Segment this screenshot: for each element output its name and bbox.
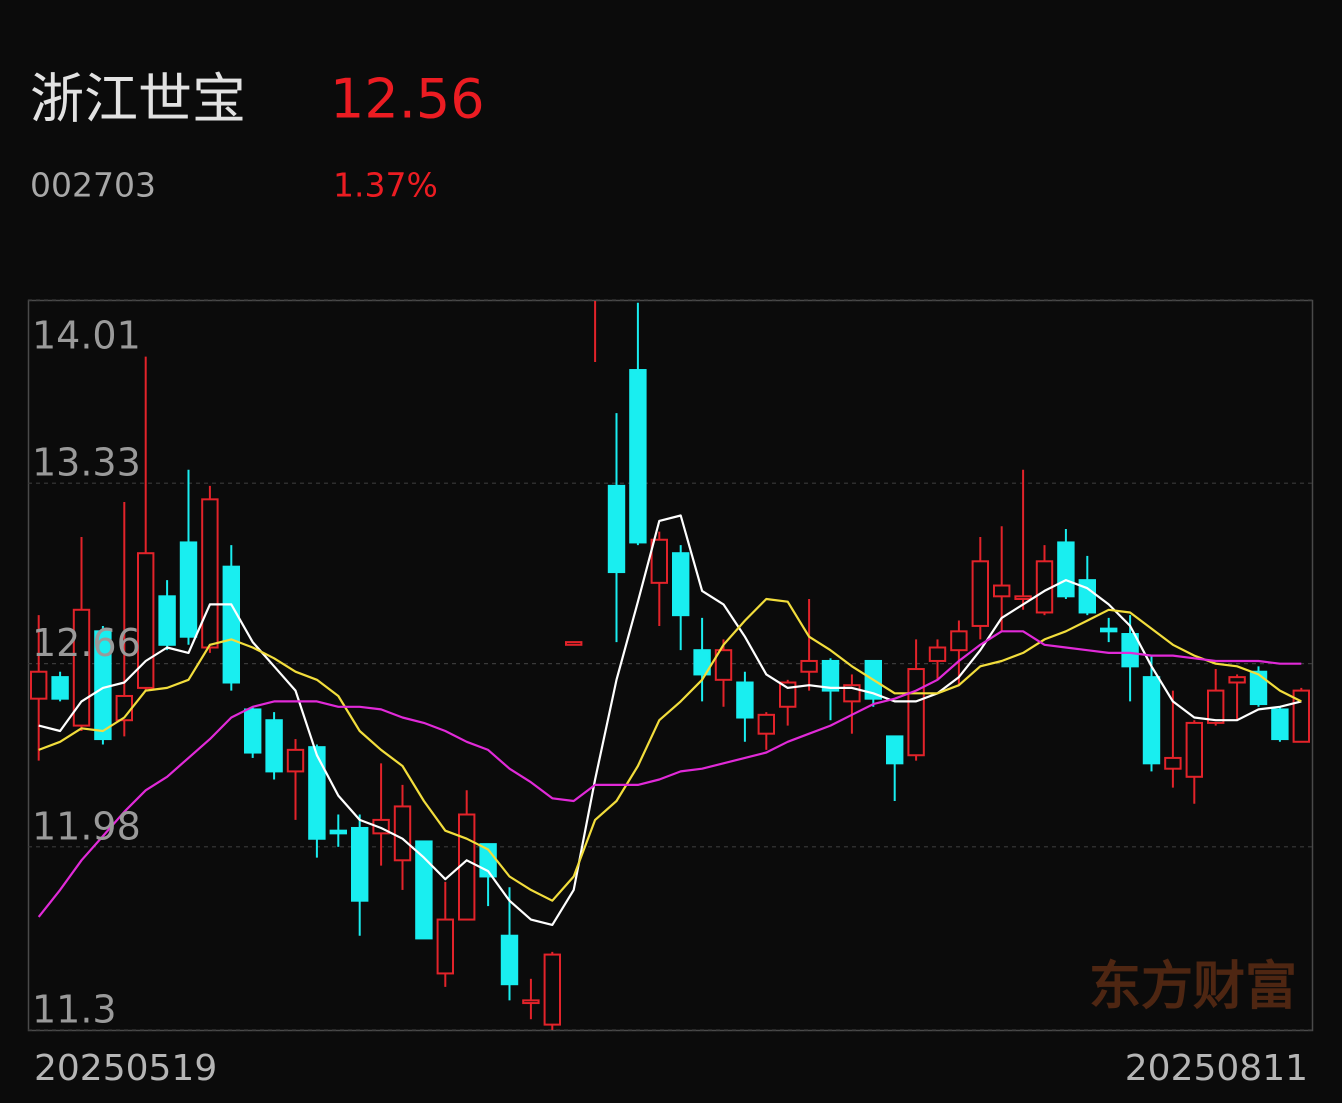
candle-body — [1185, 721, 1204, 778]
candle-body — [201, 498, 219, 649]
moving-average-line — [38, 514, 1302, 926]
candle-body — [693, 649, 711, 676]
y-tick-label: 12.66 — [32, 621, 141, 665]
candle-body — [179, 541, 198, 638]
candle-body — [136, 552, 155, 689]
candle-body — [1164, 756, 1182, 770]
candle-body — [950, 630, 968, 652]
candle-body — [265, 719, 283, 773]
candle-body — [928, 646, 947, 662]
candle-body — [1271, 708, 1289, 741]
candle-body — [587, 262, 602, 289]
candle-body — [393, 805, 412, 862]
labels: 14.01 13.33 12.66 11.98 11.3 20250519 20250811 — [32, 314, 1308, 1090]
candle-body — [543, 953, 562, 1026]
candle-body — [1142, 676, 1161, 765]
candle-body — [1014, 595, 1032, 601]
y-tick-label: 11.98 — [32, 804, 141, 848]
plot — [29, 262, 1311, 1030]
y-tick-label: 11.3 — [32, 988, 117, 1032]
stock-price: 12.56 — [330, 68, 485, 131]
candle-body — [907, 668, 925, 757]
candle-body — [885, 735, 904, 765]
candle-body — [222, 565, 241, 684]
candle-body — [436, 918, 455, 975]
moving-average-line — [38, 597, 1302, 902]
y-tick-label: 13.33 — [32, 441, 141, 485]
candle-body — [158, 595, 176, 646]
candle-body — [564, 641, 583, 646]
candle-body — [714, 649, 733, 681]
grid — [28, 299, 1312, 1031]
candle-body — [607, 484, 626, 574]
stock-code: 002703 — [30, 166, 156, 205]
plot-frame — [27, 299, 1314, 1032]
candle-body — [500, 934, 519, 986]
moving-average-line — [37, 630, 1302, 918]
candle-body — [329, 829, 348, 835]
candle-body — [1078, 579, 1097, 614]
x-tick-label: 20250811 — [1125, 1048, 1308, 1089]
candle-body — [971, 560, 990, 627]
candle-body — [1206, 689, 1225, 724]
candle-body — [350, 826, 369, 902]
candle-body — [72, 608, 91, 727]
watermark: 东方财富 — [1089, 957, 1297, 1017]
candle-body — [1057, 541, 1075, 598]
candle-body — [457, 813, 476, 921]
candle-body — [1249, 670, 1268, 706]
candle-body — [1228, 676, 1246, 684]
candle-body — [992, 584, 1011, 598]
candle-body — [522, 999, 540, 1005]
candle-body — [821, 659, 840, 692]
candle-body — [1035, 560, 1054, 614]
candle-body — [51, 676, 69, 700]
candle-body — [308, 746, 326, 840]
candle-body — [29, 670, 48, 700]
candle-body — [1099, 627, 1118, 633]
candle-body — [415, 840, 433, 940]
candle-body — [286, 748, 305, 773]
candle-body — [243, 708, 262, 754]
stock-name: 浙江世宝 — [30, 68, 246, 131]
candle-body — [1121, 633, 1139, 668]
candle-body — [650, 538, 669, 584]
candle-body — [757, 713, 776, 735]
y-tick-label: 14.01 — [32, 314, 141, 358]
candle-body — [778, 681, 797, 708]
candle-body — [629, 369, 647, 544]
candle-body — [800, 659, 818, 673]
price-change: 1.37% — [333, 166, 438, 205]
x-tick-label: 20250519 — [34, 1048, 217, 1089]
candle-body — [671, 552, 690, 617]
candle-body — [736, 681, 754, 719]
